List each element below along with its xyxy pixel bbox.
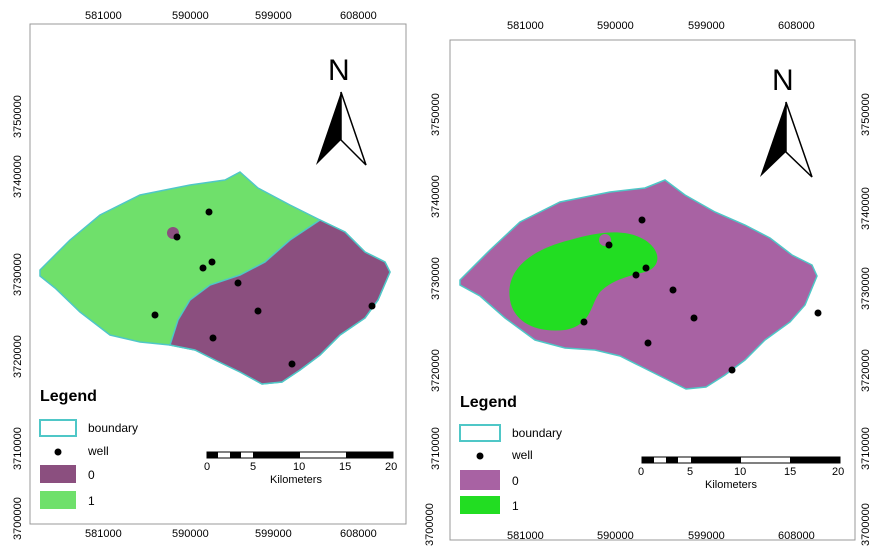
scale-tick: 15 bbox=[784, 466, 797, 478]
bottom-tick: 608000 bbox=[340, 528, 377, 540]
legend-title: Legend bbox=[40, 388, 97, 405]
region-0 bbox=[169, 219, 391, 385]
left-tick: 3720000 bbox=[430, 349, 442, 392]
north-label: N bbox=[328, 54, 350, 87]
region-1 bbox=[509, 232, 658, 331]
scale-bar bbox=[206, 451, 394, 459]
left-tick: 3730000 bbox=[12, 253, 24, 296]
well-marker bbox=[199, 264, 207, 272]
scale-tick: 15 bbox=[339, 461, 352, 473]
scale-tick: 10 bbox=[734, 466, 747, 478]
well-marker bbox=[208, 258, 216, 266]
legend-label-1: 1 bbox=[512, 499, 519, 513]
left-tick: 3740000 bbox=[430, 175, 442, 218]
right-tick: 3700000 bbox=[860, 503, 872, 546]
top-tick: 581000 bbox=[507, 20, 544, 32]
left-tick: 3750000 bbox=[430, 93, 442, 136]
legend-swatch-1 bbox=[40, 491, 76, 509]
well-marker bbox=[209, 334, 217, 342]
right-tick: 3710000 bbox=[860, 427, 872, 470]
right-tick: 3720000 bbox=[860, 349, 872, 392]
legend-swatch-well bbox=[476, 452, 484, 460]
legend-label-0: 0 bbox=[512, 474, 519, 488]
well-marker bbox=[632, 271, 640, 279]
bottom-tick: 581000 bbox=[85, 528, 122, 540]
top-tick: 599000 bbox=[255, 10, 292, 22]
left-tick: 3700000 bbox=[12, 497, 24, 540]
right-tick: 3750000 bbox=[860, 93, 872, 136]
right-tick: 3740000 bbox=[860, 187, 872, 230]
scale-tick: 0 bbox=[204, 461, 211, 473]
legend-label-boundary: boundary bbox=[88, 421, 139, 435]
map-canvas-left bbox=[29, 23, 407, 525]
north-arrow-icon bbox=[316, 92, 341, 165]
well-marker bbox=[644, 339, 652, 347]
well-marker bbox=[642, 264, 650, 272]
scale-tick: 5 bbox=[687, 466, 694, 478]
well-marker bbox=[638, 216, 646, 224]
left-tick: 3700000 bbox=[424, 503, 436, 546]
bottom-tick: 590000 bbox=[597, 530, 634, 542]
right-tick: 3730000 bbox=[860, 267, 872, 310]
well-marker bbox=[288, 360, 296, 368]
well-marker bbox=[234, 279, 242, 287]
map-canvas-right bbox=[449, 39, 856, 541]
scale-tick: 5 bbox=[250, 461, 257, 473]
well-marker bbox=[205, 208, 213, 216]
region-0 bbox=[459, 179, 818, 390]
map-panel-right: 581000 590000 599000 608000 581000 59000… bbox=[420, 0, 874, 549]
top-tick: 599000 bbox=[688, 20, 725, 32]
well-marker bbox=[254, 307, 262, 315]
left-tick: 3710000 bbox=[430, 427, 442, 470]
legend-label-well: well bbox=[512, 448, 533, 462]
well-marker bbox=[669, 286, 677, 294]
scale-unit: Kilometers bbox=[270, 474, 322, 486]
scale-unit: Kilometers bbox=[705, 479, 757, 491]
legend-label-0: 0 bbox=[88, 468, 95, 482]
bottom-tick: 599000 bbox=[688, 530, 725, 542]
legend-label-boundary: boundary bbox=[512, 426, 563, 440]
left-tick: 3720000 bbox=[12, 335, 24, 378]
bottom-tick: 581000 bbox=[507, 530, 544, 542]
bottom-tick: 599000 bbox=[255, 528, 292, 540]
legend-swatch-0 bbox=[40, 465, 76, 483]
well-marker bbox=[605, 241, 613, 249]
well-marker bbox=[368, 302, 376, 310]
legend-label-1: 1 bbox=[88, 494, 95, 508]
left-tick: 3750000 bbox=[12, 95, 24, 138]
left-tick: 3710000 bbox=[12, 427, 24, 470]
top-tick: 590000 bbox=[597, 20, 634, 32]
well-marker bbox=[814, 309, 822, 317]
legend-swatch-boundary bbox=[39, 419, 77, 437]
top-tick: 581000 bbox=[85, 10, 122, 22]
legend-swatch-0 bbox=[460, 470, 500, 490]
bottom-tick: 608000 bbox=[778, 530, 815, 542]
legend-swatch-1 bbox=[460, 496, 500, 514]
legend-swatch-boundary bbox=[459, 424, 501, 442]
scale-bar bbox=[641, 456, 841, 464]
scale-tick: 10 bbox=[293, 461, 306, 473]
top-tick: 608000 bbox=[778, 20, 815, 32]
scale-tick: 20 bbox=[385, 461, 398, 473]
well-marker bbox=[173, 233, 181, 241]
north-arrow-icon bbox=[785, 101, 813, 178]
legend-title: Legend bbox=[460, 394, 517, 411]
scale-tick: 0 bbox=[638, 466, 645, 478]
left-tick: 3740000 bbox=[12, 155, 24, 198]
map-panel-left: 581000 590000 599000 608000 581000 59000… bbox=[0, 0, 420, 549]
top-tick: 608000 bbox=[340, 10, 377, 22]
scale-tick: 20 bbox=[832, 466, 845, 478]
bottom-tick: 590000 bbox=[172, 528, 209, 540]
well-marker bbox=[728, 366, 736, 374]
north-arrow-icon bbox=[760, 102, 786, 177]
top-tick: 590000 bbox=[172, 10, 209, 22]
well-marker bbox=[580, 318, 588, 326]
left-tick: 3730000 bbox=[430, 257, 442, 300]
north-arrow-icon bbox=[340, 91, 367, 166]
well-marker bbox=[690, 314, 698, 322]
legend-label-well: well bbox=[88, 444, 109, 458]
well-marker bbox=[151, 311, 159, 319]
legend-swatch-well bbox=[54, 448, 62, 456]
north-label: N bbox=[772, 64, 794, 97]
